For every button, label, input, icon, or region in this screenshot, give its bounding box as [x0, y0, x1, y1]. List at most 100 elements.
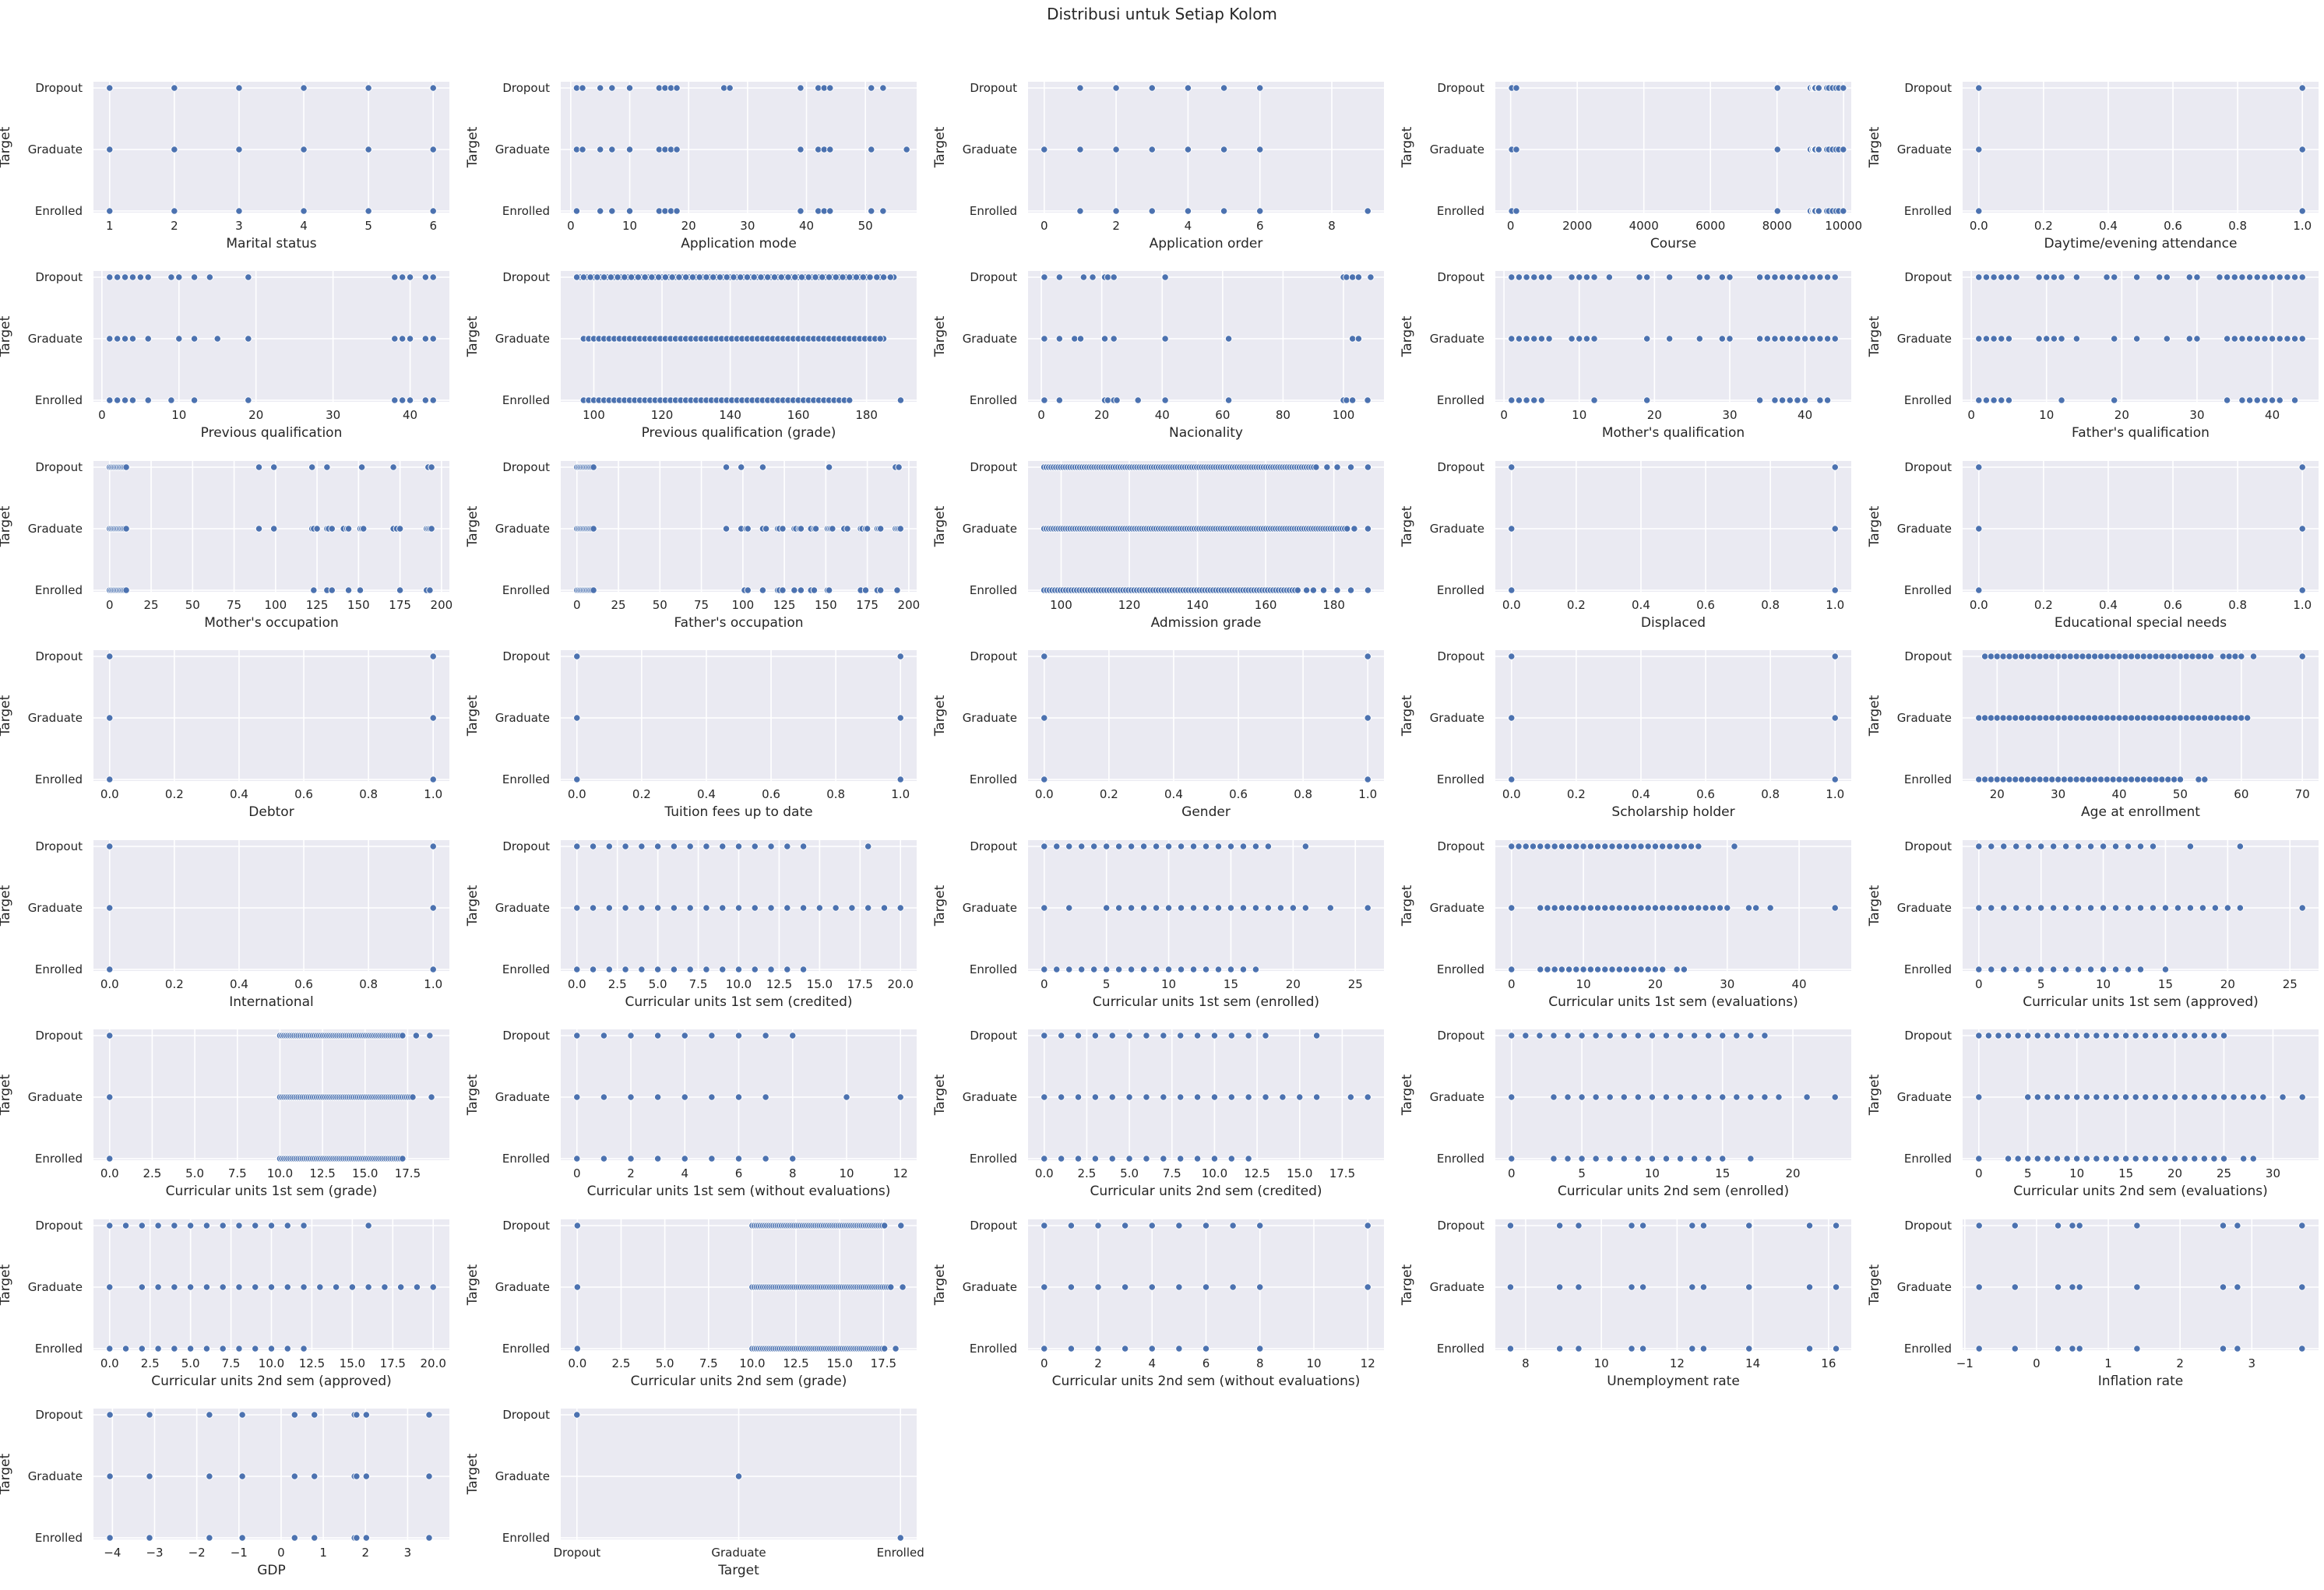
data-point — [1688, 1222, 1696, 1229]
data-point — [673, 84, 681, 92]
y-axis-label: Target — [932, 1074, 948, 1116]
data-point — [1630, 842, 1638, 850]
data-point — [1719, 1032, 1727, 1039]
data-point — [1659, 904, 1667, 912]
x-tick-label: 60 — [2234, 787, 2248, 801]
y-tick-label: Dropout — [970, 1029, 1017, 1043]
x-tick-label: 0 — [1967, 408, 1975, 422]
data-point — [2268, 396, 2276, 404]
y-axis-label: Target — [1400, 695, 1415, 737]
x-tick-label: 8 — [789, 1166, 797, 1180]
y-tick-label: Enrolled — [502, 962, 550, 976]
data-point — [429, 396, 437, 404]
data-point — [1160, 1093, 1167, 1101]
data-point — [2149, 842, 2157, 850]
plot-area — [1028, 82, 1384, 213]
data-point — [1673, 904, 1681, 912]
data-point — [2012, 966, 2020, 973]
x-tick-label: 20 — [2220, 977, 2235, 991]
data-point — [2122, 1155, 2130, 1163]
x-tick-label: 0.8 — [1761, 598, 1780, 612]
data-point — [2097, 714, 2105, 722]
data-point — [2024, 1032, 2032, 1039]
data-point — [1508, 525, 1516, 533]
data-point — [734, 966, 743, 973]
data-point — [826, 146, 834, 153]
x-tick-label: 25 — [2283, 977, 2298, 991]
data-point — [1558, 966, 1566, 973]
x-tick-label: 20 — [248, 408, 263, 422]
data-point — [1666, 904, 1674, 912]
data-point — [653, 1032, 662, 1039]
data-point — [2036, 653, 2044, 660]
data-point — [1975, 776, 1983, 783]
data-point — [2049, 842, 2058, 850]
plot-area — [93, 650, 449, 781]
y-tick-label: Dropout — [502, 1408, 550, 1422]
data-point — [106, 273, 114, 281]
x-tick-label: 4 — [1185, 219, 1192, 233]
data-point — [1177, 1093, 1185, 1101]
data-point — [1143, 1032, 1150, 1039]
x-tick-label: 40 — [2112, 787, 2127, 801]
data-point — [2066, 714, 2075, 722]
data-point — [1177, 1032, 1185, 1039]
data-point — [2240, 1093, 2248, 1101]
data-point — [1256, 146, 1264, 153]
data-point — [1164, 904, 1173, 912]
data-point — [389, 463, 397, 471]
data-point — [1041, 396, 1048, 404]
data-point — [1523, 335, 1530, 343]
data-point — [573, 1032, 581, 1039]
data-point — [1041, 904, 1048, 912]
data-point — [267, 1345, 276, 1353]
data-point — [1354, 335, 1363, 343]
data-point — [573, 1283, 581, 1291]
data-point — [1202, 1222, 1210, 1229]
data-point — [129, 335, 137, 343]
x-tick-label: 0.4 — [2099, 598, 2118, 612]
data-point — [762, 525, 770, 533]
data-point — [138, 1283, 146, 1291]
data-point — [1108, 1155, 1116, 1163]
data-point — [1648, 1155, 1657, 1163]
data-point — [1680, 904, 1688, 912]
data-point — [1184, 207, 1192, 215]
data-point — [426, 586, 434, 594]
data-point — [1522, 1032, 1530, 1039]
data-point — [1993, 776, 2001, 783]
x-tick-label: 12.5 — [1244, 1166, 1269, 1180]
data-point — [1568, 273, 1576, 281]
y-tick-label: Graduate — [1430, 142, 1484, 157]
y-axis-label: Target — [0, 315, 13, 357]
data-point — [2224, 904, 2232, 912]
data-point — [2191, 1093, 2199, 1101]
data-point — [1801, 335, 1809, 343]
x-tick-label: 12.5 — [783, 1356, 808, 1370]
x-tick-label: 5.0 — [1120, 1166, 1139, 1180]
y-tick-label: Enrolled — [970, 204, 1017, 218]
data-point — [1628, 1283, 1636, 1291]
data-point — [2004, 1155, 2012, 1163]
data-point — [2176, 653, 2185, 660]
data-point — [2034, 1032, 2041, 1039]
data-point — [1643, 273, 1651, 281]
data-point — [1113, 396, 1121, 404]
data-point — [2049, 904, 2058, 912]
data-point — [1074, 1093, 1083, 1101]
data-point — [1705, 1032, 1713, 1039]
data-point — [1639, 1222, 1647, 1229]
x-tick-label: 15 — [2118, 1166, 2133, 1180]
data-point — [235, 207, 243, 215]
data-point — [1537, 273, 1546, 281]
data-point — [311, 1472, 319, 1480]
data-point — [1515, 842, 1523, 850]
data-point — [2142, 1032, 2150, 1039]
data-point — [1184, 84, 1192, 92]
y-tick-label: Dropout — [1437, 270, 1484, 284]
data-point — [167, 273, 175, 281]
data-point — [2102, 1093, 2111, 1101]
